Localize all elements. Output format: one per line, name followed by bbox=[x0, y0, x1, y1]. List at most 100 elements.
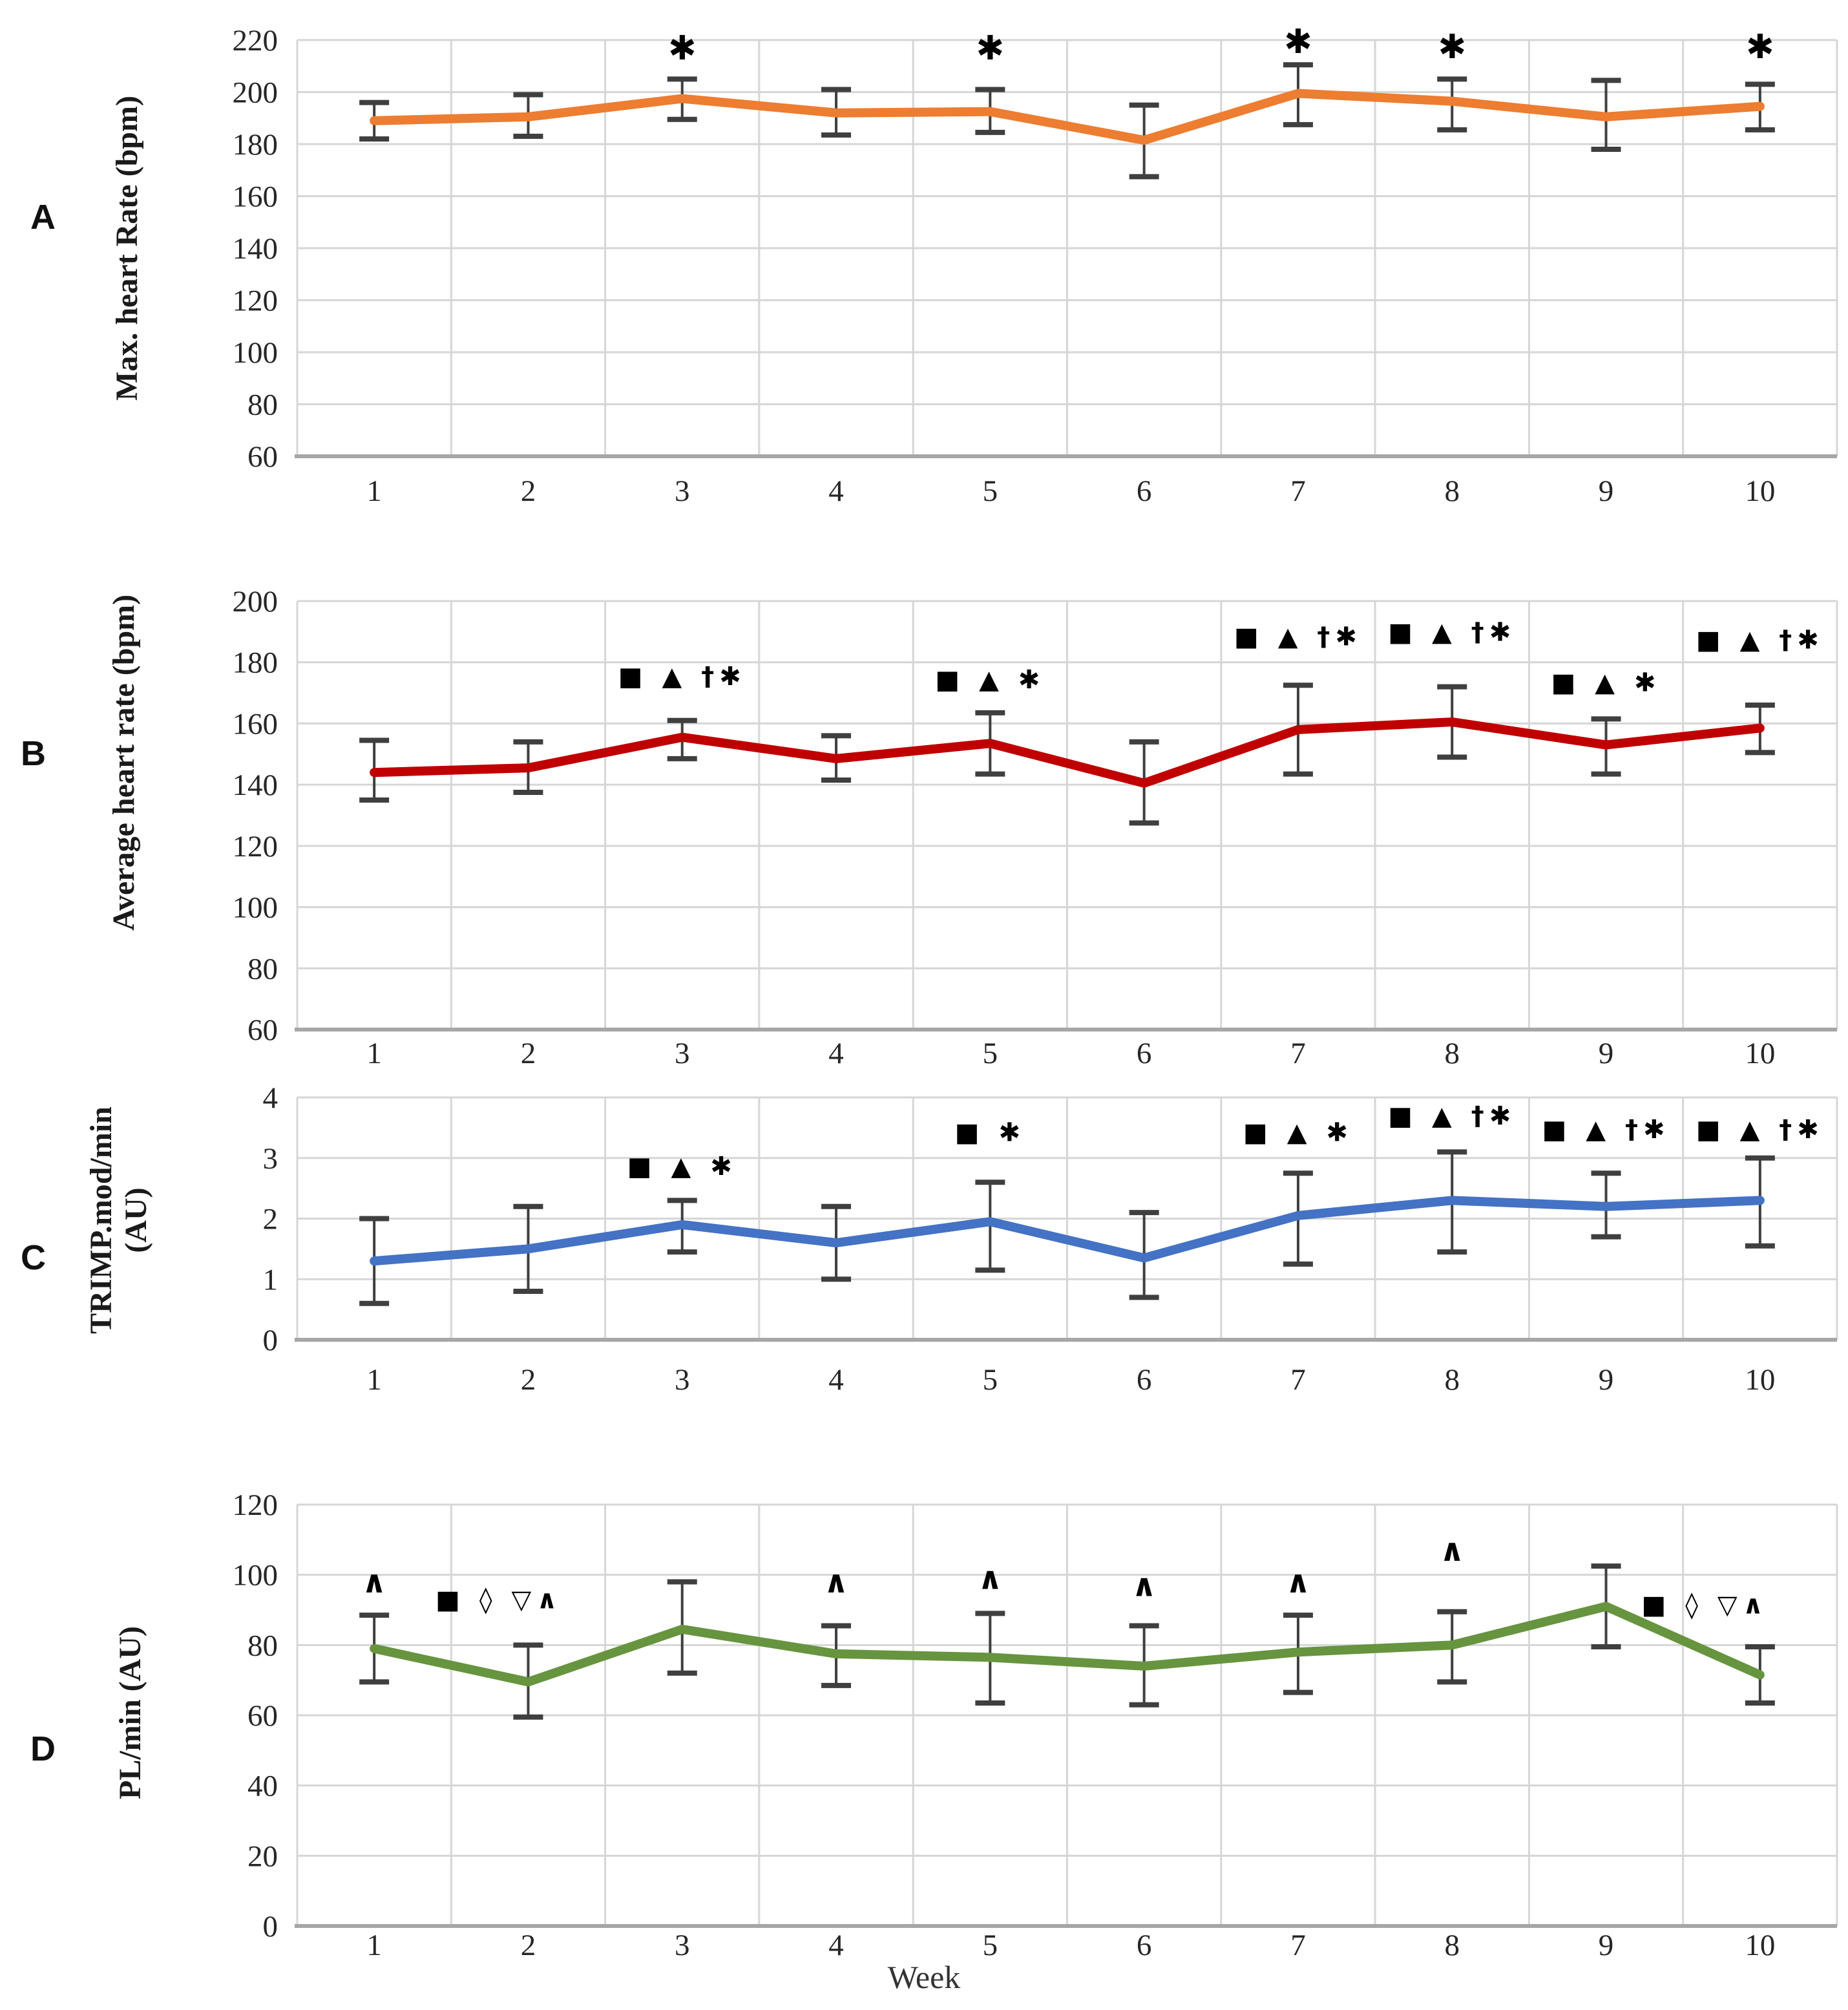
y-tick-label: 60 bbox=[247, 1013, 278, 1047]
y-tick-label: 40 bbox=[247, 1770, 278, 1803]
panel-b-chart: 200 180 160 140 120 100 80 60 1 2 3 4 5 6 7 8 9 10 ■ ▲ †✱ ■… bbox=[233, 585, 1838, 1070]
y-tick-label: 120 bbox=[233, 830, 278, 863]
significance-annotation: ■ ▲ ✱ bbox=[1551, 668, 1661, 698]
significance-annotation: ■ ▲ †✱ bbox=[1696, 1115, 1824, 1145]
panel-d-chart: 120 100 80 60 40 20 0 1 2 3 4 5 6 7 8 9 10 ∧ ■ ◊ ▽∧ ∧ ∧ ∧ ∧ ∧ ■ … bbox=[233, 1493, 1838, 1962]
significance-annotation: ■ ◊ ▽∧ bbox=[1642, 1590, 1769, 1620]
week-tick-label: 10 bbox=[1745, 474, 1775, 508]
week-tick-label: 10 bbox=[1745, 1037, 1775, 1070]
y-tick-label: 220 bbox=[233, 24, 278, 58]
significance-annotation: ■ ▲ †✱ bbox=[1388, 618, 1516, 648]
significance-annotation: ∧ bbox=[978, 1560, 1003, 1596]
significance-annotation: ■ ▲ ✱ bbox=[627, 1152, 737, 1181]
significance-annotation: ■ ▲ †✱ bbox=[1388, 1101, 1516, 1131]
y-tick-label: 0 bbox=[263, 1910, 278, 1943]
significance-annotation: ∧ bbox=[1285, 1564, 1310, 1600]
week-tick-label: 3 bbox=[675, 1363, 690, 1397]
y-tick-label: 100 bbox=[233, 336, 278, 370]
week-tick-label: 8 bbox=[1445, 474, 1460, 508]
week-tick-label: 7 bbox=[1290, 474, 1306, 508]
significance-annotation: ∧ bbox=[362, 1564, 387, 1600]
y-tick-label: 160 bbox=[233, 180, 278, 214]
y-tick-label: 160 bbox=[233, 707, 278, 741]
panel-b-letter: B bbox=[21, 734, 46, 773]
week-tick-label: 7 bbox=[1290, 1037, 1306, 1070]
week-tick-label: 3 bbox=[675, 474, 690, 508]
week-tick-label: 5 bbox=[983, 1929, 998, 1962]
panel-c-letter: C bbox=[21, 1238, 46, 1277]
y-tick-label: 200 bbox=[233, 76, 278, 110]
x-axis-title-week: Week bbox=[887, 1959, 961, 1995]
week-tick-label: 10 bbox=[1745, 1363, 1775, 1397]
week-tick-label: 2 bbox=[521, 1929, 536, 1962]
week-tick-label: 4 bbox=[828, 1363, 844, 1397]
week-tick-label: 9 bbox=[1599, 1363, 1614, 1397]
week-tick-label: 5 bbox=[983, 474, 998, 508]
y-tick-label: 80 bbox=[247, 1629, 278, 1662]
series-line bbox=[370, 717, 1765, 788]
significance-annotation: ■ ◊ ▽∧ bbox=[436, 1585, 563, 1614]
week-tick-label: 8 bbox=[1445, 1363, 1460, 1397]
week-tick-label: 2 bbox=[521, 474, 536, 508]
week-tick-label: 3 bbox=[675, 1929, 690, 1962]
significance-annotation: ∧ bbox=[1131, 1567, 1157, 1603]
y-tick-label: 80 bbox=[247, 388, 278, 422]
y-tick-label: 2 bbox=[263, 1203, 278, 1236]
significance-annotation: ■ ▲ †✱ bbox=[1234, 622, 1362, 652]
y-tick-label: 180 bbox=[233, 646, 278, 680]
week-tick-label: 6 bbox=[1137, 1929, 1152, 1962]
y-tick-label: 100 bbox=[233, 1559, 278, 1592]
significance-annotation: ■ ▲ †✱ bbox=[618, 662, 746, 692]
panel-d-letter: D bbox=[30, 1730, 56, 1768]
week-tick-label: 1 bbox=[366, 1929, 382, 1962]
significance-annotation: ■ ▲ †✱ bbox=[1696, 625, 1824, 655]
week-tick-label: 7 bbox=[1290, 1363, 1306, 1397]
y-tick-label: 1 bbox=[263, 1263, 278, 1296]
panel-a-chart: 220 200 180 160 140 120 100 80 60 1 2 3 4 5 6 7 8 9 10 ✱ ✱ ✱ ✱… bbox=[233, 23, 1838, 508]
week-tick-label: 2 bbox=[521, 1037, 536, 1070]
week-tick-label: 1 bbox=[366, 1037, 382, 1070]
week-tick-label: 6 bbox=[1137, 474, 1152, 508]
y-tick-label: 60 bbox=[247, 1699, 278, 1733]
week-tick-label: 8 bbox=[1445, 1929, 1460, 1962]
week-tick-label: 7 bbox=[1290, 1929, 1306, 1962]
significance-annotation: ■ ▲ ✱ bbox=[1243, 1118, 1353, 1148]
significance-annotation: ■ ▲ †✱ bbox=[1542, 1115, 1670, 1145]
y-tick-label: 0 bbox=[263, 1324, 278, 1357]
significance-annotation: ■ ✱ bbox=[955, 1118, 1025, 1148]
week-tick-label: 9 bbox=[1599, 1929, 1614, 1962]
y-tick-label: 140 bbox=[233, 232, 278, 266]
week-tick-label: 2 bbox=[521, 1363, 536, 1397]
series-line bbox=[370, 89, 1765, 145]
week-tick-label: 4 bbox=[828, 1037, 844, 1070]
significance-annotation: ✱ bbox=[1746, 28, 1774, 67]
series-line bbox=[370, 1196, 1765, 1266]
week-tick-label: 3 bbox=[675, 1037, 690, 1070]
panel-a-letter: A bbox=[30, 198, 56, 237]
week-tick-label: 10 bbox=[1745, 1929, 1775, 1962]
week-tick-label: 8 bbox=[1445, 1037, 1460, 1070]
week-tick-label: 1 bbox=[366, 1363, 382, 1397]
week-tick-label: 5 bbox=[983, 1037, 998, 1070]
y-tick-label: 180 bbox=[233, 128, 278, 162]
y-tick-label: 20 bbox=[247, 1839, 278, 1873]
week-tick-label: 9 bbox=[1599, 1037, 1614, 1070]
series-line bbox=[370, 1602, 1765, 1687]
y-tick-label: 120 bbox=[233, 284, 278, 318]
significance-annotation: ✱ bbox=[976, 29, 1005, 68]
week-tick-label: 5 bbox=[983, 1363, 998, 1397]
week-tick-label: 6 bbox=[1137, 1363, 1152, 1397]
y-tick-label: 60 bbox=[247, 440, 278, 474]
week-tick-label: 9 bbox=[1599, 474, 1614, 508]
significance-annotation: ✱ bbox=[1284, 23, 1312, 61]
y-tick-label: 200 bbox=[233, 585, 278, 619]
significance-annotation: ■ ▲ ✱ bbox=[935, 665, 1045, 695]
y-tick-label: 4 bbox=[263, 1081, 278, 1115]
y-tick-label: 80 bbox=[247, 952, 278, 986]
y-tick-label: 140 bbox=[233, 768, 278, 802]
week-tick-label: 4 bbox=[828, 474, 844, 508]
significance-annotation: ∧ bbox=[1440, 1532, 1465, 1569]
week-tick-label: 6 bbox=[1137, 1037, 1152, 1070]
